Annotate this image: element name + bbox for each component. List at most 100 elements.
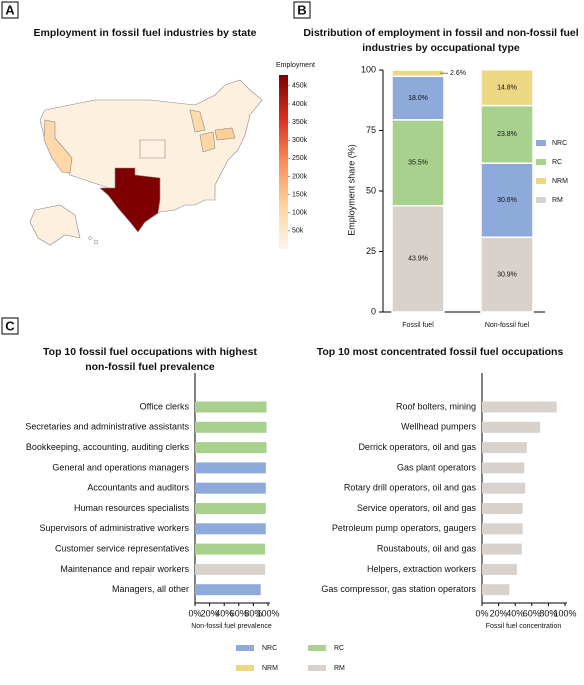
category-label: Roof bolters, mining: [396, 401, 476, 411]
x-tick-label: 100%: [553, 608, 576, 618]
legend-swatch: [236, 645, 254, 651]
hawaii: [93, 239, 99, 245]
legend-label: NRC: [262, 645, 277, 652]
legend-label: RM: [552, 197, 563, 204]
state: [199, 131, 216, 153]
x-tick-label: 80%: [539, 608, 557, 618]
chart-title: Distribution of employment in fossil and…: [303, 27, 578, 54]
bar: [195, 482, 266, 494]
colorbar-tick-label: 400k: [292, 101, 308, 108]
category-label: Roustabouts, oil and gas: [377, 543, 477, 553]
colorbar-tick-label: 50k: [292, 228, 304, 235]
bar: [482, 401, 557, 413]
bar: [482, 543, 522, 555]
value-label: 43.9%: [408, 256, 428, 263]
legend-swatch: [536, 197, 546, 203]
legend-label: RM: [334, 665, 345, 672]
colorbar-label: Employment: [276, 62, 315, 69]
value-label: 2.6%: [450, 70, 466, 77]
state: [214, 127, 236, 141]
category-label: Maintenance and repair workers: [60, 564, 189, 574]
chart-title: Top 10 most concentrated fossil fuel occ…: [317, 346, 564, 358]
bar-segment: [391, 119, 445, 207]
value-label: 30.6%: [497, 197, 517, 204]
panel-label: B: [297, 2, 306, 17]
colorbar: [279, 75, 288, 249]
category-label: Secretaries and administrative assistant…: [25, 422, 189, 432]
colorbar-tick-label: 100k: [292, 210, 308, 217]
category-label: Helpers, extraction workers: [367, 564, 477, 574]
bar: [195, 442, 267, 454]
legend-label: RC: [552, 159, 562, 166]
alaska: [29, 204, 81, 246]
value-label: 35.5%: [408, 160, 428, 167]
category-label: Derrick operators, oil and gas: [358, 442, 476, 452]
hawaii: [88, 236, 92, 240]
bar: [482, 421, 541, 433]
category-label: Managers, all other: [112, 584, 189, 594]
state: [99, 167, 161, 233]
panel-label: C: [5, 318, 15, 333]
bar-segment: [391, 205, 445, 313]
category-label: Supervisors of administrative workers: [39, 523, 189, 533]
legend-swatch: [536, 159, 546, 165]
legend-swatch: [536, 178, 546, 184]
bar-segment: [391, 75, 445, 121]
bar-segment: [480, 162, 534, 238]
category-label: Petroleum pump operators, gaugers: [332, 523, 477, 533]
x-tick-label: Non-fossil fuel: [485, 322, 530, 329]
bar: [195, 503, 266, 514]
category-label: Gas plant operators: [397, 462, 477, 472]
legend-swatch: [536, 140, 546, 146]
category-label: Customer service representatives: [55, 543, 190, 553]
x-tick-label: 0%: [475, 608, 488, 618]
panel-box: [293, 1, 311, 19]
category-label: Office clerks: [140, 401, 190, 411]
x-tick-label: 80%: [244, 608, 262, 618]
colorbar-tick-label: 150k: [292, 191, 308, 198]
bar: [482, 563, 517, 575]
chart-title: Top 10 fossil fuel occupations with high…: [43, 346, 257, 373]
value-label: 30.9%: [497, 271, 517, 278]
title-line: Top 10 fossil fuel occupations with high…: [43, 346, 257, 358]
legend-label: RC: [334, 645, 344, 652]
value-label: 14.8%: [497, 85, 517, 92]
panel-box: [1, 1, 19, 19]
bar: [195, 462, 266, 474]
bar: [195, 401, 267, 413]
legend-label: NRM: [552, 178, 568, 185]
panel-box: [1, 317, 19, 335]
legend-label: NRM: [262, 665, 278, 672]
map-title: Employment in fossil fuel industries by …: [34, 27, 257, 39]
category-label: Rotary drill operators, oil and gas: [344, 483, 477, 493]
colorbar-tick-label: 200k: [292, 173, 308, 180]
x-tick-label: 20%: [201, 608, 219, 618]
value-label: 23.8%: [497, 131, 517, 138]
y-tick-label: 50: [366, 185, 376, 195]
colorbar-tick-label: 350k: [292, 119, 308, 126]
legend-label: NRC: [552, 140, 567, 147]
legend-swatch: [308, 645, 326, 651]
bar: [195, 523, 266, 535]
bar: [482, 482, 526, 494]
y-tick-label: 100: [361, 64, 376, 74]
title-line: Distribution of employment in fossil and…: [303, 27, 578, 39]
bar: [482, 503, 523, 514]
title-line: industries by occupational type: [362, 42, 520, 54]
x-tick-label: 0%: [188, 608, 201, 618]
y-tick-label: 0: [371, 306, 376, 316]
title-line: non-fossil fuel prevalence: [85, 361, 215, 373]
colorbar-tick-label: 450k: [292, 83, 308, 90]
x-tick-label: 60%: [523, 608, 541, 618]
bar: [195, 421, 267, 433]
value-label: 18.0%: [408, 95, 428, 102]
colorbar-tick-label: 250k: [292, 155, 308, 162]
title-line: Top 10 most concentrated fossil fuel occ…: [317, 346, 564, 358]
x-axis-label: Non-fossil fuel prevalence: [191, 623, 272, 630]
category-label: Service operators, oil and gas: [357, 503, 477, 513]
bar-segment: [480, 69, 534, 107]
x-tick-label: 40%: [506, 608, 524, 618]
bar: [482, 584, 510, 596]
x-tick-label: 20%: [490, 608, 508, 618]
category-label: Gas compressor, gas station operators: [321, 584, 476, 594]
